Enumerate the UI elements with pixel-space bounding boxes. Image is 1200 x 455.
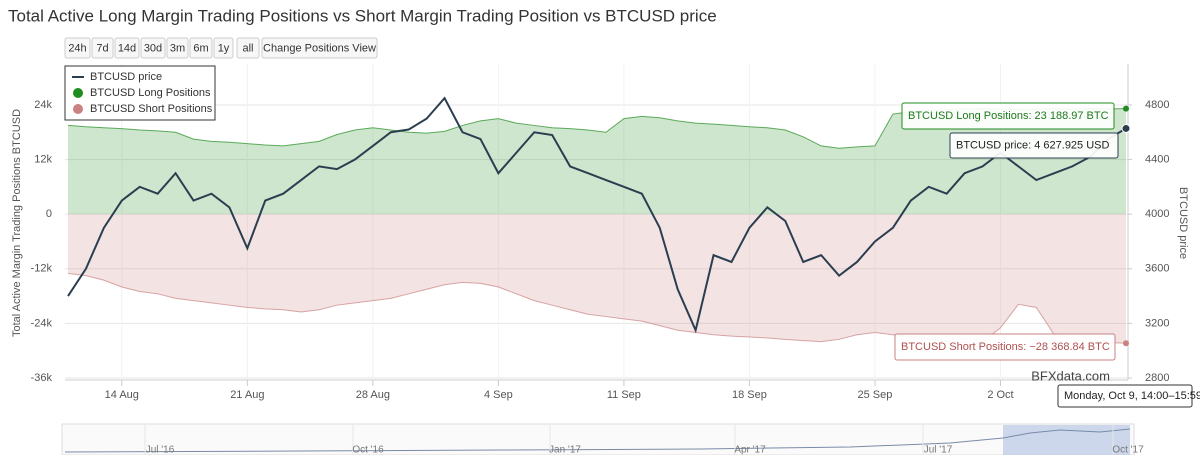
y-tick-label: -24k [31, 317, 53, 329]
navigator[interactable] [61, 423, 1135, 455]
y-axis-title: Total Active Margin Trading Positions BT… [11, 109, 23, 337]
range-button[interactable] [213, 37, 234, 59]
navigator-line [64, 428, 1131, 453]
y-tick-label: -12k [31, 263, 53, 275]
y2-tick-label: 2800 [1145, 372, 1169, 384]
y2-tick-label: 4800 [1145, 99, 1169, 111]
y2-tick-label: 4000 [1145, 208, 1169, 220]
range-button[interactable] [91, 37, 114, 59]
x-tick-label: 21 Aug [230, 389, 264, 401]
range-button[interactable] [189, 37, 213, 59]
y-tick-label: 12k [34, 153, 52, 165]
tooltip-text: BTCUSD price: 4 627.925 USD [956, 139, 1110, 151]
x-tick-label: 25 Sep [858, 389, 893, 401]
chart-title: Total Active Long Margin Trading Positio… [8, 6, 717, 25]
last-point [1121, 123, 1131, 133]
legend-label[interactable]: BTCUSD Long Positions [90, 87, 211, 99]
y2-axis-title: BTCUSD price [1177, 187, 1189, 259]
tooltip [901, 102, 1115, 130]
y2-tick-label: 3600 [1145, 263, 1169, 275]
x-tick-label: 14 Aug [105, 389, 139, 401]
last-point [1123, 105, 1129, 112]
navigator-label: Apr '17 [734, 445, 766, 455]
legend-swatch [73, 104, 83, 114]
range-button-label[interactable]: Change Positions View [263, 42, 376, 54]
y2-tick-label: 4400 [1145, 153, 1169, 165]
y2-tick-label: 3200 [1145, 317, 1169, 329]
x-tick-label: 2 Oct [987, 389, 1013, 401]
tooltip [1057, 384, 1193, 408]
last-point [1123, 340, 1129, 347]
navigator-label: Oct '16 [352, 445, 384, 455]
navigator-selection[interactable] [1003, 425, 1130, 455]
credit: BFXdata.com [1031, 368, 1110, 383]
y-tick-label: -36k [31, 372, 53, 384]
x-tick-label: 28 Aug [356, 389, 390, 401]
navigator-label: Jan '17 [549, 445, 581, 455]
x-tick-label: 4 Sep [484, 389, 513, 401]
range-button-label[interactable]: 6m [193, 42, 208, 54]
range-button[interactable] [140, 37, 166, 59]
range-button-label[interactable]: 30d [144, 42, 162, 54]
range-button-label[interactable]: all [242, 42, 253, 54]
legend-label[interactable]: BTCUSD Short Positions [90, 103, 213, 115]
line [67, 96, 1127, 334]
range-button-label[interactable]: 24h [68, 42, 86, 54]
legend-label[interactable]: BTCUSD price [90, 71, 162, 83]
tooltip-text: BTCUSD Long Positions: 23 188.97 BTC [908, 110, 1109, 122]
legend [64, 65, 216, 121]
x-tick-label: 18 Sep [732, 389, 767, 401]
range-button-label[interactable]: 1y [218, 42, 230, 54]
range-button[interactable] [261, 37, 378, 59]
range-button-label[interactable]: 3m [170, 42, 185, 54]
range-button[interactable] [166, 37, 189, 59]
range-button[interactable] [114, 37, 140, 59]
navigator-label: Jul '17 [924, 445, 953, 455]
x-tick-label: 11 Sep [607, 389, 641, 401]
legend-swatch [73, 88, 83, 98]
range-button-label[interactable]: 14d [118, 42, 136, 54]
tooltip-text: Monday, Oct 9, 14:00–15:59 [1064, 390, 1200, 402]
tooltip [894, 333, 1116, 361]
range-button[interactable] [64, 37, 91, 59]
y-tick-label: 0 [46, 208, 52, 220]
area [68, 108, 1126, 215]
tooltip-text: BTCUSD Short Positions: −28 368.84 BTC [901, 341, 1110, 353]
navigator-label: Oct '17 [1112, 445, 1144, 455]
tooltip [949, 132, 1119, 159]
y-tick-label: 24k [34, 99, 52, 111]
range-button[interactable] [236, 37, 260, 59]
area [68, 214, 1126, 344]
navigator-label: Jul '16 [146, 445, 175, 455]
range-button-label[interactable]: 7d [96, 42, 108, 54]
